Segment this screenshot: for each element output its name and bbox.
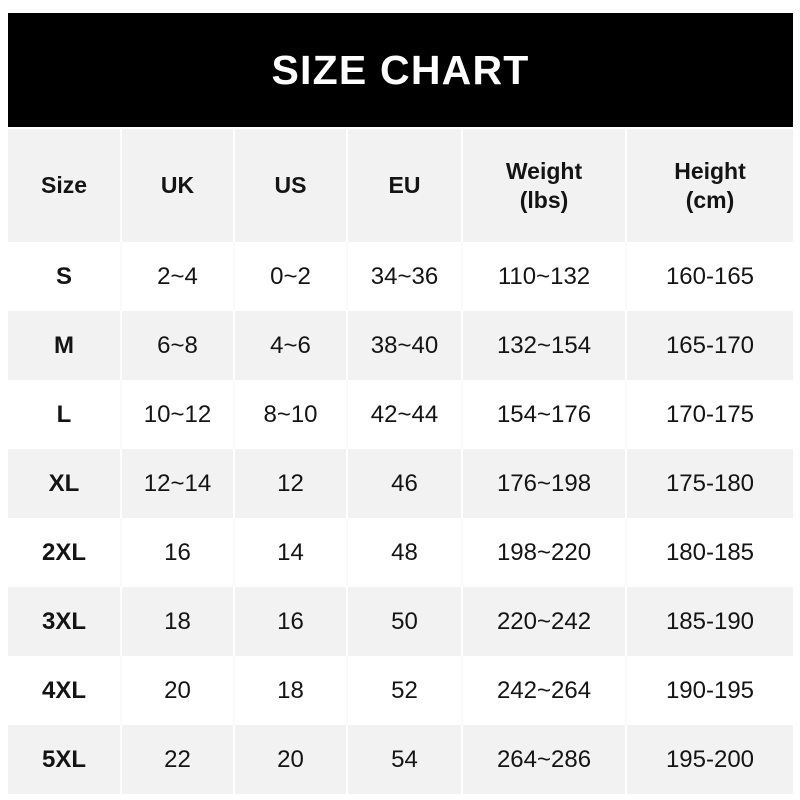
- cell-uk: 12~14: [122, 449, 235, 518]
- cell-us: 18: [235, 656, 348, 725]
- table-row: M 6~8 4~6 38~40 132~154 165-170: [8, 311, 793, 380]
- cell-weight: 220~242: [463, 587, 627, 656]
- page-title: SIZE CHART: [271, 46, 530, 93]
- cell-uk: 22: [122, 725, 235, 794]
- cell-weight: 154~176: [463, 380, 627, 449]
- cell-eu: 52: [348, 656, 463, 725]
- cell-weight: 110~132: [463, 242, 627, 311]
- cell-us: 20: [235, 725, 348, 794]
- cell-height: 160-165: [627, 242, 793, 311]
- cell-us: 0~2: [235, 242, 348, 311]
- cell-height: 170-175: [627, 380, 793, 449]
- table-row: S 2~4 0~2 34~36 110~132 160-165: [8, 242, 793, 311]
- column-header-size: Size: [8, 129, 122, 242]
- cell-us: 12: [235, 449, 348, 518]
- table-body: S 2~4 0~2 34~36 110~132 160-165 M 6~8 4~6 38~40 13…: [8, 242, 793, 794]
- column-header-label: UK: [160, 172, 195, 199]
- cell-size: M: [8, 311, 122, 380]
- column-header-weight: Weight (lbs): [463, 129, 627, 242]
- cell-eu: 48: [348, 518, 463, 587]
- cell-height: 165-170: [627, 311, 793, 380]
- cell-size: 5XL: [8, 725, 122, 794]
- column-header-uk: UK: [122, 129, 235, 242]
- cell-weight: 264~286: [463, 725, 627, 794]
- cell-uk: 20: [122, 656, 235, 725]
- column-header-label: US: [274, 172, 307, 199]
- column-header-unit: (cm): [685, 186, 735, 213]
- cell-size: XL: [8, 449, 122, 518]
- cell-eu: 38~40: [348, 311, 463, 380]
- size-chart-table: Size UK US EU Weight (lbs) Height (cm) S 2~4 0~2 3…: [8, 129, 793, 794]
- table-row: L 10~12 8~10 42~44 154~176 170-175: [8, 380, 793, 449]
- cell-eu: 34~36: [348, 242, 463, 311]
- table-header-row: Size UK US EU Weight (lbs) Height (cm): [8, 129, 793, 242]
- table-row: 2XL 16 14 48 198~220 180-185: [8, 518, 793, 587]
- column-header-label: Weight: [505, 158, 583, 185]
- cell-us: 4~6: [235, 311, 348, 380]
- cell-size: 2XL: [8, 518, 122, 587]
- cell-size: 4XL: [8, 656, 122, 725]
- cell-uk: 6~8: [122, 311, 235, 380]
- cell-size: L: [8, 380, 122, 449]
- cell-eu: 50: [348, 587, 463, 656]
- cell-height: 195-200: [627, 725, 793, 794]
- cell-weight: 132~154: [463, 311, 627, 380]
- cell-size: S: [8, 242, 122, 311]
- cell-height: 185-190: [627, 587, 793, 656]
- cell-uk: 18: [122, 587, 235, 656]
- column-header-label: EU: [388, 172, 421, 199]
- cell-weight: 176~198: [463, 449, 627, 518]
- column-header-unit: (lbs): [519, 186, 569, 213]
- cell-uk: 10~12: [122, 380, 235, 449]
- cell-uk: 2~4: [122, 242, 235, 311]
- cell-uk: 16: [122, 518, 235, 587]
- cell-us: 8~10: [235, 380, 348, 449]
- column-header-us: US: [235, 129, 348, 242]
- column-header-label: Height: [674, 158, 746, 185]
- table-row: 3XL 18 16 50 220~242 185-190: [8, 587, 793, 656]
- cell-weight: 198~220: [463, 518, 627, 587]
- cell-height: 190-195: [627, 656, 793, 725]
- cell-height: 180-185: [627, 518, 793, 587]
- table-row: 5XL 22 20 54 264~286 195-200: [8, 725, 793, 794]
- column-header-eu: EU: [348, 129, 463, 242]
- column-header-height: Height (cm): [627, 129, 793, 242]
- table-row: 4XL 20 18 52 242~264 190-195: [8, 656, 793, 725]
- column-header-label: Size: [40, 172, 88, 199]
- cell-height: 175-180: [627, 449, 793, 518]
- cell-size: 3XL: [8, 587, 122, 656]
- cell-weight: 242~264: [463, 656, 627, 725]
- cell-eu: 42~44: [348, 380, 463, 449]
- cell-eu: 46: [348, 449, 463, 518]
- table-row: XL 12~14 12 46 176~198 175-180: [8, 449, 793, 518]
- cell-eu: 54: [348, 725, 463, 794]
- title-banner: SIZE CHART: [8, 13, 793, 127]
- cell-us: 16: [235, 587, 348, 656]
- cell-us: 14: [235, 518, 348, 587]
- table-header: Size UK US EU Weight (lbs) Height (cm): [8, 129, 793, 242]
